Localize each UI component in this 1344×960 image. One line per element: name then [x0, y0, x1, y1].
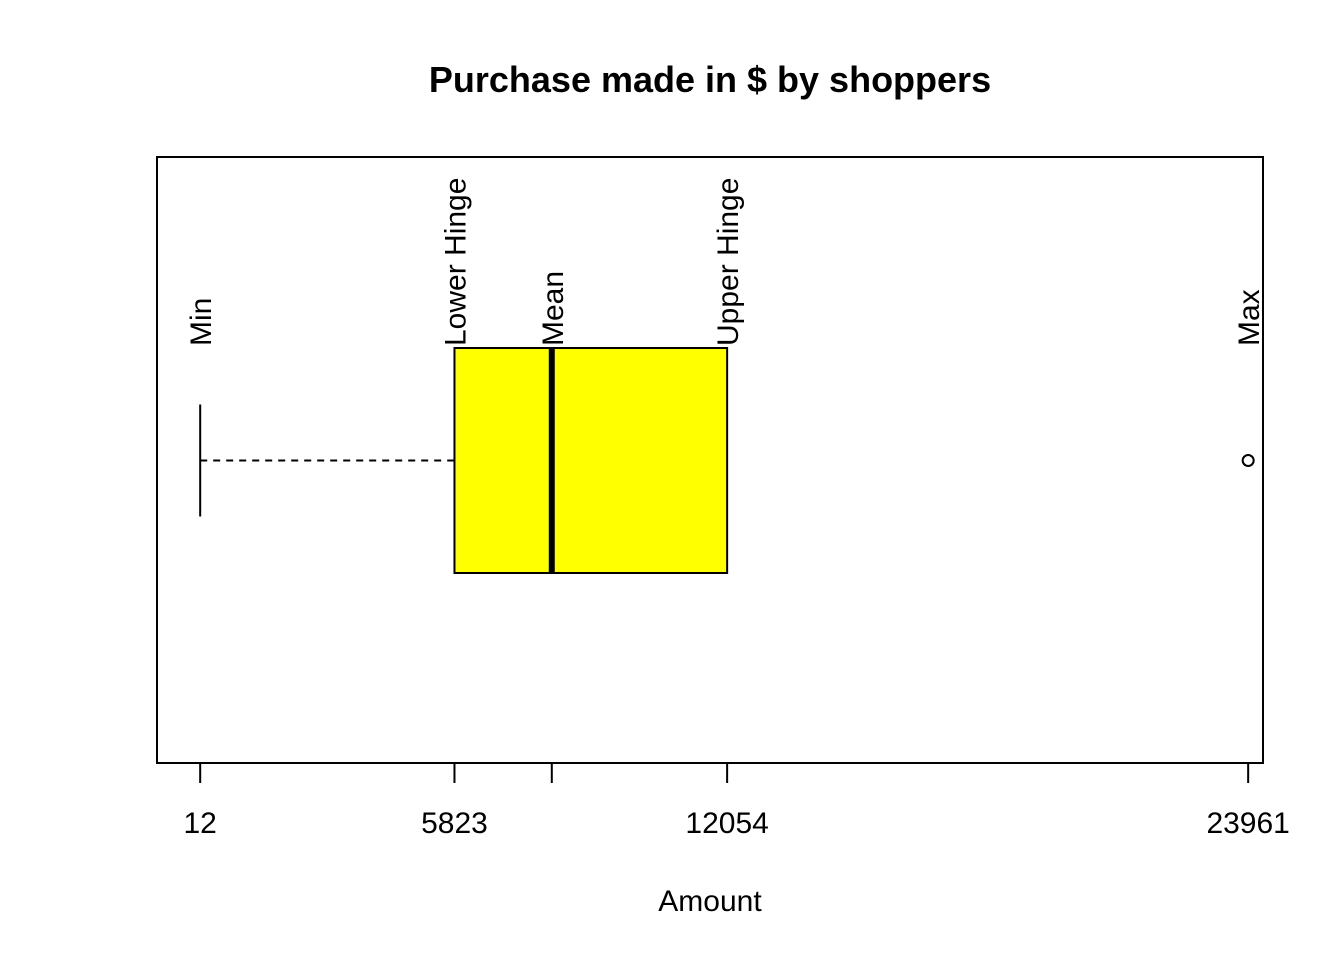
annotation-label: Mean — [537, 271, 570, 346]
annotation-label: Lower Hinge — [439, 178, 472, 346]
x-tick-label: 23961 — [1206, 807, 1289, 840]
annotation-label: Min — [185, 298, 218, 346]
plot-frame — [156, 156, 1264, 764]
outlier-point — [1241, 454, 1255, 467]
box-marks — [199, 347, 1255, 574]
box-annotations: Min Lower Hinge Mean Upper Hinge Max — [185, 178, 1266, 346]
annotation-label: Upper Hinge — [712, 178, 745, 346]
x-tick-label: 5823 — [421, 807, 488, 840]
x-tick-label: 12 — [184, 807, 217, 840]
box-body — [453, 347, 729, 574]
x-tick-label: 12054 — [685, 807, 768, 840]
annotation-label: Max — [1233, 289, 1266, 346]
chart-title: Purchase made in $ by shoppers — [429, 59, 991, 100]
x-axis-label: Amount — [658, 885, 762, 918]
x-axis: 12 5823 12054 23961 — [184, 763, 1290, 840]
